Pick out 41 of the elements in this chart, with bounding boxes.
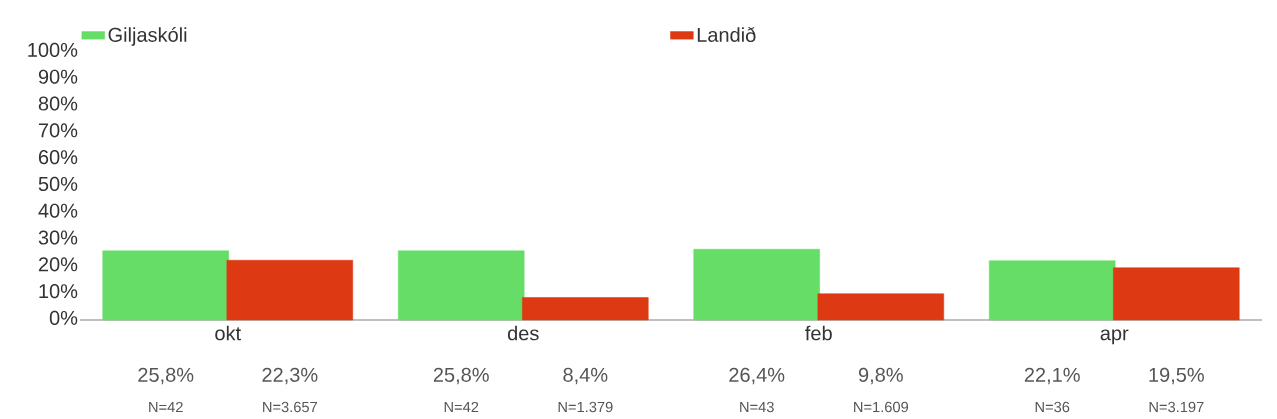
data-label: 9,8% — [858, 367, 903, 385]
y-tick-label: 80% — [38, 96, 78, 111]
text: N=36 — [1035, 401, 1070, 413]
y-tick-label: 10% — [39, 284, 78, 299]
y-tick-label: 0% — [49, 310, 78, 325]
y-tick-label: 50% — [38, 176, 78, 191]
x-tick-label: feb — [805, 325, 832, 341]
text: N=1.609 — [854, 401, 909, 413]
data-label: 8,4% — [563, 367, 608, 385]
x-tick-label: okt — [215, 325, 241, 341]
text: N=43 — [740, 401, 774, 413]
data-label: 19,5% — [1149, 367, 1204, 385]
bar — [817, 293, 945, 321]
text: N=1.379 — [558, 401, 613, 413]
legend-label: Giljaskóli — [108, 26, 187, 46]
bar — [397, 250, 525, 321]
y-tick-label: 90% — [38, 69, 78, 84]
bar — [693, 248, 820, 321]
text: N=42 — [149, 401, 183, 413]
data-label: 22,1% — [1024, 367, 1080, 385]
y-tick-label: 30% — [38, 230, 78, 245]
data-label: 25,8% — [433, 367, 489, 385]
data-label: 26,4% — [729, 367, 785, 385]
data-label: 22,3% — [262, 367, 318, 385]
y-tick-label: 60% — [38, 150, 78, 165]
bar — [1113, 267, 1240, 321]
bar — [226, 259, 354, 321]
bar — [988, 260, 1116, 321]
y-tick-label: 20% — [38, 257, 78, 272]
bar — [102, 250, 229, 321]
legend-label: Landið — [697, 26, 756, 42]
data-label: 25,8% — [138, 367, 194, 385]
y-tick-label: 100% — [28, 42, 78, 57]
text: N=3.657 — [263, 401, 317, 413]
y-tick-label: 70% — [38, 123, 78, 138]
bar — [522, 297, 649, 321]
x-tick-label: des — [507, 325, 539, 341]
text: N=42 — [444, 401, 479, 413]
text: N=3.197 — [1149, 401, 1204, 413]
x-tick-label: apr — [1100, 329, 1129, 345]
y-tick-label: 40% — [38, 203, 78, 218]
